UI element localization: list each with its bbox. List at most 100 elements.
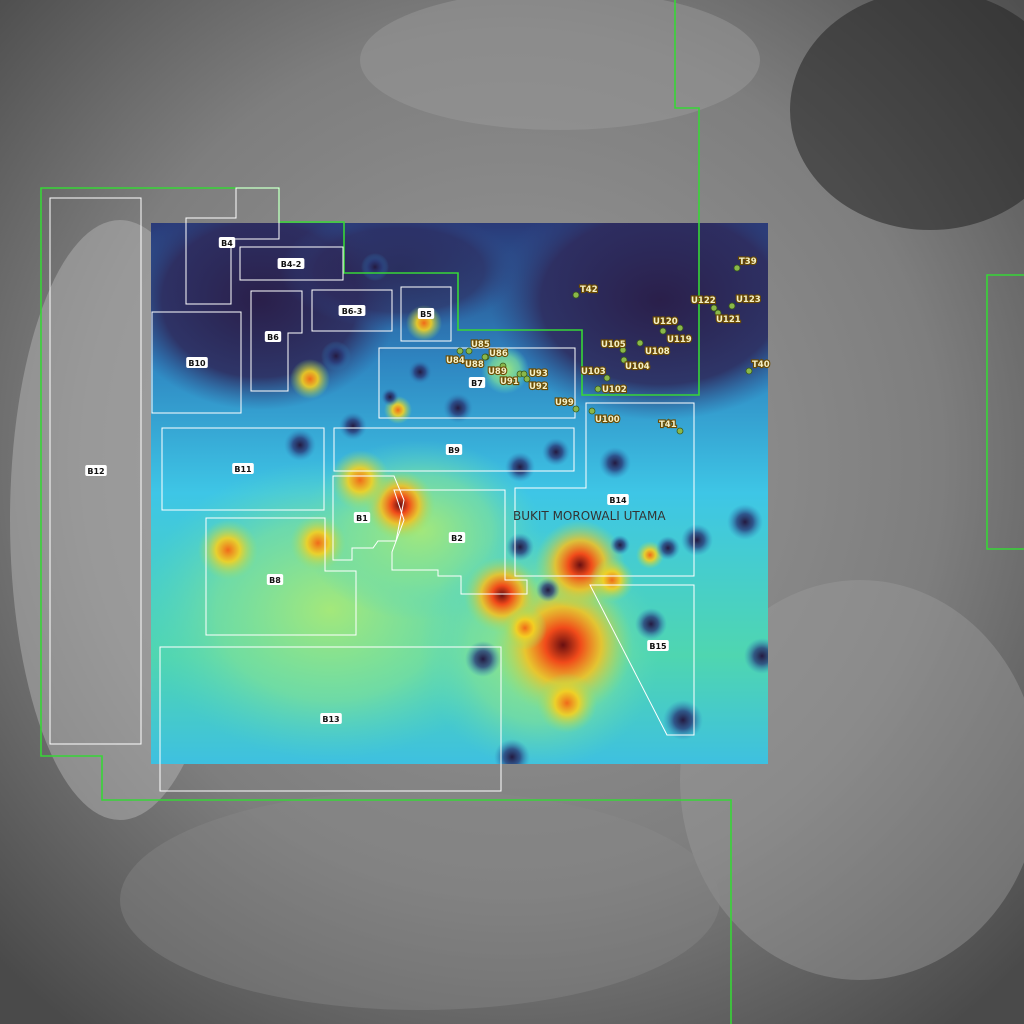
point-label-t41: T41 [659, 420, 677, 430]
point-marker-u102[interactable] [594, 385, 602, 393]
point-label-u93: U93 [529, 369, 548, 379]
point-marker-u119[interactable] [676, 324, 684, 332]
block-label-b8: B8 [266, 574, 284, 585]
point-marker-t42[interactable] [572, 291, 580, 299]
block-b15-outline [589, 584, 695, 736]
block-b5-outline [400, 286, 452, 342]
block-b6-3-outline [311, 289, 393, 332]
svg-text:B5: B5 [420, 310, 432, 319]
point-marker-t39[interactable] [733, 264, 741, 272]
point-label-u120: U120 [653, 317, 678, 327]
point-marker-u121[interactable] [714, 309, 722, 317]
svg-text:B13: B13 [322, 715, 339, 724]
point-label-u104: U104 [625, 362, 650, 372]
terrain-shade [360, 0, 760, 130]
point-label-u105: U105 [601, 340, 626, 350]
point-marker-u84[interactable] [456, 347, 464, 355]
point-marker-u122[interactable] [710, 304, 718, 312]
block-b4-2-outline [239, 246, 344, 281]
block-label-b4: B4 [218, 237, 236, 248]
point-label-u119: U119 [667, 335, 692, 345]
block-outlines [49, 187, 695, 792]
point-marker-u92[interactable] [523, 375, 531, 383]
svg-text:B4: B4 [221, 239, 233, 248]
block-b10-outline [151, 311, 242, 414]
heatmap-layer [151, 223, 768, 764]
point-marker-u105[interactable] [619, 346, 627, 354]
point-marker-u88[interactable] [481, 353, 489, 361]
point-label-u85: U85 [471, 340, 490, 350]
block-b6-outline [250, 290, 303, 392]
point-marker-u120[interactable] [659, 327, 667, 335]
point-label-u99: U99 [555, 398, 574, 408]
block-label-b11: B11 [232, 463, 254, 474]
block-b13-outline [159, 646, 502, 792]
concession-boundary-main [40, 0, 732, 1024]
point-label-t42: T42 [580, 285, 598, 295]
block-label-b7: B7 [468, 377, 486, 388]
point-label-u91: U91 [500, 377, 519, 387]
block-label-b13: B13 [320, 713, 342, 724]
point-marker-u99[interactable] [572, 405, 580, 413]
block-label-b14: B14 [607, 494, 629, 505]
svg-text:B1: B1 [356, 514, 368, 523]
svg-text:B8: B8 [269, 576, 281, 585]
svg-text:B4-2: B4-2 [281, 260, 302, 269]
point-label-u102: U102 [602, 385, 627, 395]
block-b1-outline [332, 475, 405, 561]
point-label-u103: U103 [581, 367, 606, 377]
sample-points: T42 T39 U122 U123 U120 U121 U119 U105 U108 U104 U8… [445, 256, 771, 435]
point-label-u123: U123 [736, 295, 761, 305]
block-label-b2: B2 [448, 532, 466, 543]
block-b11-outline [161, 427, 325, 511]
concession-boundary-east [986, 274, 1024, 550]
block-label-b9: B9 [445, 444, 463, 455]
block-label-b15: B15 [647, 640, 669, 651]
svg-text:B11: B11 [234, 465, 252, 474]
svg-text:B10: B10 [188, 359, 206, 368]
block-b8-outline [205, 517, 357, 636]
point-marker-u103[interactable] [603, 374, 611, 382]
concession-boundaries [40, 0, 1024, 1024]
svg-text:B6: B6 [267, 333, 279, 342]
block-label-b12: B12 [85, 465, 107, 476]
point-marker-t41[interactable] [676, 427, 684, 435]
svg-text:B15: B15 [649, 642, 667, 651]
point-marker-u85[interactable] [465, 347, 473, 355]
block-label-b6-3: B6-3 [338, 305, 366, 316]
point-label-u122: U122 [691, 296, 716, 306]
block-label-b6: B6 [264, 331, 282, 342]
point-marker-u123[interactable] [728, 302, 736, 310]
point-label-u88: U88 [465, 360, 484, 370]
point-marker-u93[interactable] [520, 370, 528, 378]
point-marker-u108[interactable] [636, 339, 644, 347]
point-marker-u100[interactable] [588, 407, 596, 415]
svg-text:B12: B12 [87, 467, 104, 476]
point-marker-u104[interactable] [620, 356, 628, 364]
terrain-shade [790, 0, 1024, 230]
point-marker-t40[interactable] [745, 367, 753, 375]
point-label-u121: U121 [716, 315, 741, 325]
point-label-u89: U89 [488, 367, 507, 377]
block-label-b10: B10 [186, 357, 208, 368]
block-labels: B4 B4-2 B6-3 B5 B6 B10 B7 B9 B11 B14 B1 B2 B8 B15 B13 B… [85, 237, 669, 724]
area-label: BUKIT MOROWALI UTAMA [513, 509, 666, 523]
point-label-u84: U84 [446, 356, 465, 366]
svg-text:B14: B14 [609, 496, 627, 505]
point-label-u92: U92 [529, 382, 548, 392]
block-label-b5: B5 [417, 308, 435, 319]
block-label-b1: B1 [353, 512, 371, 523]
point-label-u86: U86 [489, 349, 508, 359]
terrain-shade [120, 790, 720, 1010]
block-b2-outline [391, 489, 528, 595]
svg-text:B6-3: B6-3 [342, 307, 363, 316]
block-b7-outline [378, 347, 576, 419]
svg-text:B2: B2 [451, 534, 463, 543]
point-marker-u89[interactable] [499, 362, 507, 370]
point-label-u100: U100 [595, 415, 620, 425]
svg-text:B7: B7 [471, 379, 483, 388]
block-label-b4-2: B4-2 [277, 258, 305, 269]
point-label-u108: U108 [645, 347, 670, 357]
block-b14-outline [514, 402, 695, 577]
